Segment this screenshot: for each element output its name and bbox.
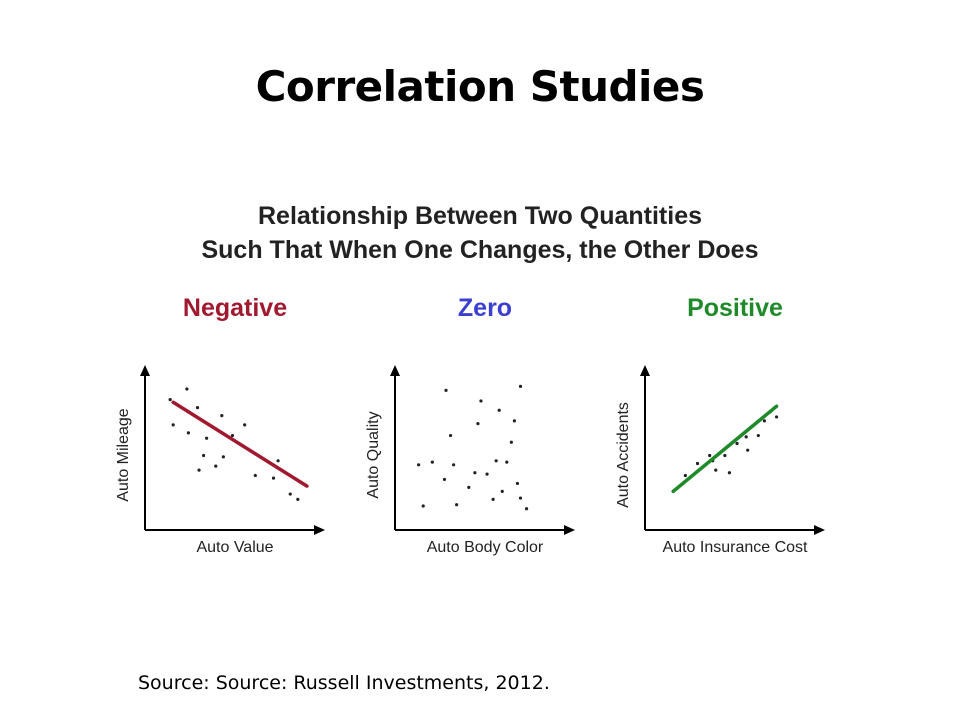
x-axis-label: Auto Insurance Cost (663, 539, 809, 556)
data-point (714, 468, 718, 472)
data-point (205, 436, 209, 440)
data-point (744, 435, 748, 439)
data-point (723, 453, 727, 458)
data-point (197, 468, 201, 472)
data-point (473, 471, 477, 475)
data-point (221, 455, 225, 459)
y-axis-label: Auto Mileage (115, 408, 132, 501)
data-point (512, 419, 516, 423)
data-point (476, 421, 480, 426)
y-axis-label: Auto Quality (365, 411, 382, 498)
data-point (171, 423, 175, 427)
data-point (485, 472, 489, 476)
data-point (186, 431, 190, 435)
data-point (494, 459, 498, 463)
data-point (746, 448, 750, 452)
data-point (168, 398, 172, 402)
zero-chart-svg: Zero Auto Body Color Auto Quality (365, 294, 575, 556)
data-point (727, 471, 732, 475)
data-point (683, 473, 687, 478)
trend-line (171, 400, 309, 488)
negative-chart-svg: Negative Auto Value Auto Mileage (115, 294, 325, 556)
data-point (452, 463, 456, 467)
data-point (296, 497, 300, 501)
data-point (430, 460, 434, 464)
data-point (518, 496, 523, 500)
negative-correlation-chart: Negative Auto Value Auto Mileage (110, 290, 360, 570)
y-axis-arrow (640, 365, 650, 376)
y-axis-arrow (140, 365, 150, 376)
data-point (195, 406, 200, 410)
x-axis-label: Auto Body Color (427, 539, 544, 556)
chart-title: Zero (458, 294, 512, 322)
data-point (214, 464, 218, 468)
data-point (708, 453, 712, 458)
data-point (185, 387, 189, 391)
data-point (276, 459, 280, 463)
y-axis-arrow (390, 365, 400, 376)
data-point (444, 388, 448, 392)
data-point (500, 489, 504, 493)
figure-title-line-2: Such That When One Changes, the Other Do… (201, 236, 759, 264)
y-axis-label: Auto Accidents (615, 402, 632, 508)
x-axis-arrow (564, 525, 575, 535)
figure-title-line-1: Relationship Between Two Quantities (257, 202, 703, 230)
chart-title: Positive (687, 294, 783, 322)
trend-line (671, 404, 779, 494)
data-point (515, 481, 520, 486)
data-point (253, 473, 257, 478)
data-point (455, 503, 459, 507)
data-point (695, 461, 700, 466)
slide-title: Correlation Studies (255, 62, 705, 111)
data-point (421, 504, 425, 508)
x-axis-label: Auto Value (196, 539, 273, 556)
data-point (230, 433, 235, 438)
data-point (243, 423, 247, 427)
data-point (479, 399, 483, 403)
x-axis-arrow (314, 525, 325, 535)
chart-title: Negative (183, 294, 287, 322)
data-point (448, 433, 453, 438)
data-point (417, 463, 421, 467)
data-point (202, 453, 206, 458)
data-point (774, 415, 779, 419)
data-point (288, 492, 292, 496)
data-point (491, 497, 495, 501)
data-point (220, 413, 224, 418)
zero-correlation-chart: Zero Auto Body Color Auto Quality (360, 290, 610, 570)
data-point (497, 408, 501, 412)
x-axis-arrow (814, 525, 825, 535)
data-point (442, 477, 447, 482)
data-point (271, 476, 276, 480)
data-point (524, 507, 529, 511)
source-citation: Source: Source: Russell Investments, 201… (138, 672, 550, 694)
data-point (509, 440, 513, 444)
data-point (467, 485, 471, 490)
data-point (762, 419, 766, 423)
data-point (735, 441, 739, 446)
data-point (505, 460, 509, 464)
positive-chart-svg: Positive Auto Insurance Cost Auto Accident… (615, 294, 825, 556)
data-point (756, 433, 760, 438)
data-point (518, 384, 523, 388)
positive-correlation-chart: Positive Auto Insurance Cost Auto Accident… (610, 290, 860, 570)
